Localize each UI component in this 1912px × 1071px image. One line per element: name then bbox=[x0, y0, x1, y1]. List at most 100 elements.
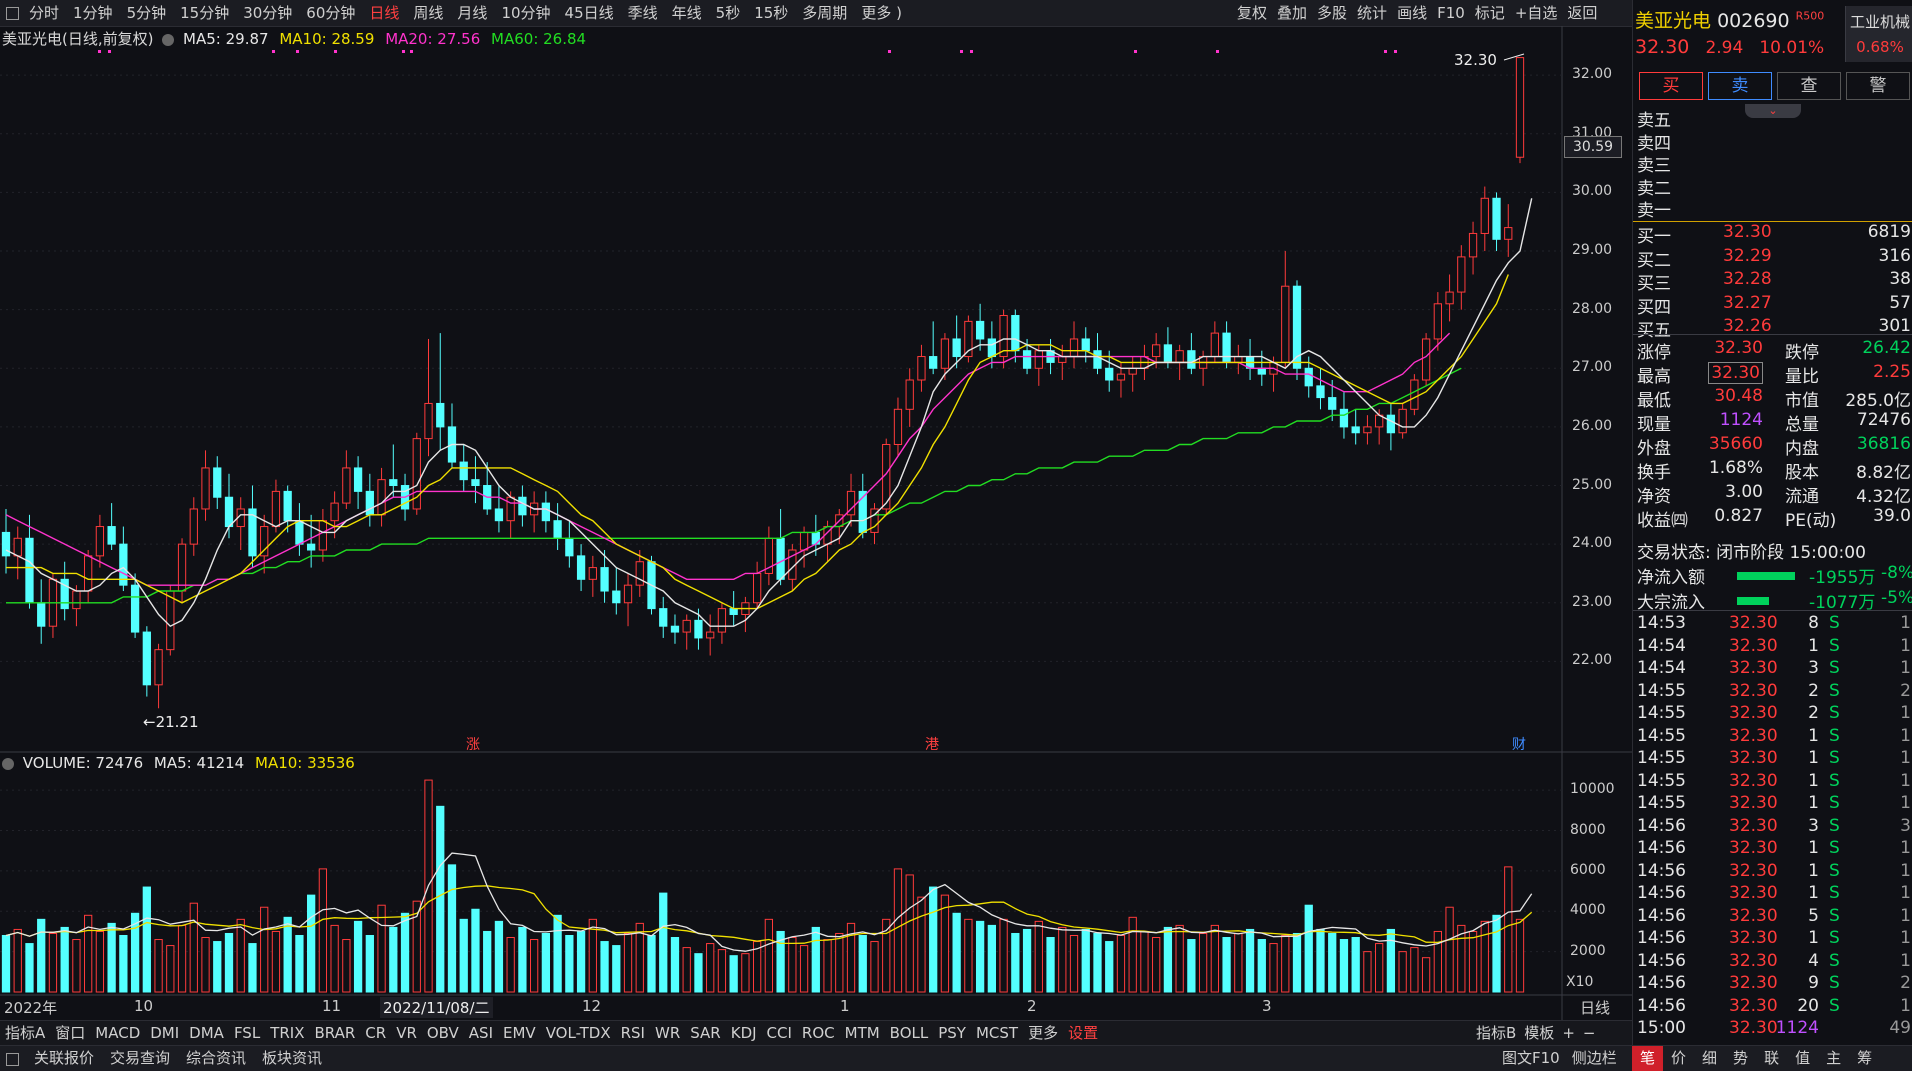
candle-body[interactable] bbox=[776, 537, 785, 580]
volume-bar[interactable] bbox=[471, 908, 480, 993]
volume-bar[interactable] bbox=[635, 922, 644, 993]
alert-button[interactable]: 警 bbox=[1846, 72, 1910, 100]
tool-button[interactable]: 返回 bbox=[1567, 4, 1598, 22]
volume-bar[interactable] bbox=[342, 939, 351, 993]
marker-cai[interactable]: 财 bbox=[1512, 737, 1526, 753]
indicator-tab[interactable]: WR bbox=[654, 1024, 681, 1042]
candle-body[interactable] bbox=[72, 590, 81, 610]
candle-body[interactable] bbox=[964, 320, 973, 358]
indicator-tab[interactable]: 更多 bbox=[1028, 1024, 1059, 1042]
volume-bar[interactable] bbox=[1175, 924, 1184, 993]
candle-body[interactable] bbox=[295, 520, 304, 545]
tool-button[interactable]: F10 bbox=[1437, 4, 1465, 22]
volume-bar[interactable] bbox=[940, 894, 950, 993]
volume-bar[interactable] bbox=[576, 930, 586, 993]
candle-body[interactable] bbox=[1128, 367, 1137, 375]
indicator-tab[interactable]: FSL bbox=[233, 1024, 261, 1042]
panel-tab[interactable]: 值 bbox=[1795, 1049, 1811, 1067]
buy-level-price[interactable]: 32.30 bbox=[1723, 222, 1772, 242]
candle-body[interactable] bbox=[975, 320, 985, 340]
candle-body[interactable] bbox=[1257, 367, 1266, 375]
candle-body[interactable] bbox=[260, 526, 269, 557]
period-tab[interactable]: 多周期 bbox=[802, 4, 848, 22]
indicator-tab[interactable]: MCST bbox=[975, 1024, 1019, 1042]
period-tab[interactable]: 1分钟 bbox=[73, 4, 113, 22]
volume-bar[interactable] bbox=[893, 868, 903, 993]
volume-bar[interactable] bbox=[1421, 957, 1431, 993]
buy-level-price[interactable]: 32.29 bbox=[1723, 245, 1772, 266]
candle-body[interactable] bbox=[987, 338, 996, 358]
volume-bar[interactable] bbox=[905, 874, 914, 993]
volume-bar[interactable] bbox=[952, 912, 961, 993]
expand-tab[interactable]: ⌄ bbox=[1745, 104, 1801, 118]
candle-body[interactable] bbox=[565, 537, 574, 557]
window-icon[interactable] bbox=[6, 7, 19, 20]
panel-tab[interactable]: 筹 bbox=[1857, 1049, 1873, 1067]
volume-bar[interactable] bbox=[811, 926, 820, 993]
volume-bar[interactable] bbox=[518, 926, 527, 993]
volume-bar[interactable] bbox=[717, 949, 727, 993]
volume-bar[interactable] bbox=[882, 918, 891, 993]
candle-body[interactable] bbox=[752, 572, 762, 604]
indicator-right-tab[interactable]: − bbox=[1582, 1024, 1596, 1042]
volume-bar[interactable] bbox=[1198, 932, 1208, 993]
volume-bar[interactable] bbox=[1210, 924, 1219, 993]
volume-bar[interactable] bbox=[1034, 920, 1043, 993]
candle-body[interactable] bbox=[389, 479, 398, 487]
volume-bar[interactable] bbox=[1234, 932, 1243, 993]
bottom-tab[interactable]: 综合资讯 bbox=[186, 1049, 247, 1067]
candle-body[interactable] bbox=[1034, 350, 1043, 369]
candle-body[interactable] bbox=[1292, 285, 1302, 369]
indicator-tab[interactable]: MTM bbox=[844, 1024, 880, 1042]
candle-body[interactable] bbox=[1410, 379, 1419, 410]
candle-body[interactable] bbox=[166, 590, 175, 651]
volume-bar[interactable] bbox=[25, 943, 34, 993]
candle-body[interactable] bbox=[1339, 408, 1349, 428]
volume-bar[interactable] bbox=[682, 947, 691, 993]
period-tab[interactable]: 更多 ) bbox=[861, 4, 902, 22]
candle-body[interactable] bbox=[1022, 350, 1032, 369]
candle-body[interactable] bbox=[271, 490, 281, 528]
volume-bar[interactable] bbox=[1468, 930, 1478, 993]
volume-bar[interactable] bbox=[400, 912, 410, 993]
volume-bar[interactable] bbox=[318, 868, 328, 993]
candle-body[interactable] bbox=[1433, 303, 1442, 340]
candle-body[interactable] bbox=[224, 496, 234, 528]
volume-bar[interactable] bbox=[870, 941, 879, 993]
volume-bar[interactable] bbox=[1457, 924, 1466, 993]
candle-body[interactable] bbox=[1468, 232, 1478, 258]
candle-body[interactable] bbox=[353, 467, 363, 492]
indicator-right-tab[interactable]: + bbox=[1562, 1024, 1575, 1042]
volume-bar[interactable] bbox=[506, 937, 515, 993]
candle-body[interactable] bbox=[717, 608, 727, 633]
candle-body[interactable] bbox=[1011, 315, 1020, 352]
candle-body[interactable] bbox=[1421, 338, 1431, 381]
volume-bar[interactable] bbox=[166, 945, 175, 993]
volume-bar[interactable] bbox=[436, 805, 445, 993]
candle-body[interactable] bbox=[342, 467, 351, 504]
period-tab[interactable]: 45日线 bbox=[564, 4, 614, 22]
indicator-tab[interactable]: BOLL bbox=[889, 1024, 929, 1042]
volume-bar[interactable] bbox=[612, 945, 621, 993]
candle-body[interactable] bbox=[494, 508, 504, 522]
candle-body[interactable] bbox=[1504, 227, 1513, 240]
volume-bar[interactable] bbox=[1069, 934, 1079, 993]
volume-bar[interactable] bbox=[412, 900, 421, 993]
candle-body[interactable] bbox=[1304, 367, 1313, 387]
volume-bar[interactable] bbox=[1515, 918, 1525, 993]
candle-body[interactable] bbox=[1457, 256, 1466, 293]
candle-body[interactable] bbox=[541, 502, 551, 522]
period-tab[interactable]: 周线 bbox=[413, 4, 444, 22]
candle-body[interactable] bbox=[1445, 291, 1454, 305]
candle-body[interactable] bbox=[107, 526, 116, 545]
volume-bar[interactable] bbox=[1081, 928, 1090, 993]
panel-icon[interactable] bbox=[6, 1053, 19, 1066]
sell-button[interactable]: 卖 bbox=[1708, 72, 1772, 100]
candle-body[interactable] bbox=[1386, 414, 1396, 434]
candle-body[interactable] bbox=[506, 496, 515, 522]
candle-body[interactable] bbox=[799, 531, 809, 551]
tool-button[interactable]: +自选 bbox=[1514, 4, 1558, 22]
volume-bar[interactable] bbox=[389, 926, 398, 993]
volume-bar[interactable] bbox=[565, 934, 574, 993]
volume-bar[interactable] bbox=[1058, 926, 1067, 993]
